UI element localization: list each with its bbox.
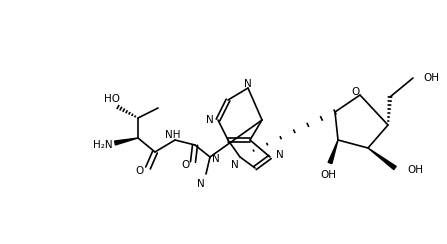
Text: N: N: [197, 179, 205, 189]
Polygon shape: [328, 140, 338, 164]
Text: HO: HO: [104, 94, 120, 104]
Text: NH: NH: [165, 130, 181, 140]
Text: OH: OH: [423, 73, 439, 83]
Text: O: O: [136, 166, 144, 176]
Text: N: N: [212, 154, 220, 164]
Text: N: N: [206, 115, 214, 125]
Text: H₂N: H₂N: [93, 140, 113, 150]
Polygon shape: [114, 138, 138, 145]
Text: O: O: [181, 160, 189, 170]
Text: N: N: [244, 79, 252, 89]
Text: OH: OH: [407, 165, 423, 175]
Text: OH: OH: [320, 170, 336, 180]
Text: O: O: [351, 87, 359, 97]
Polygon shape: [368, 148, 396, 170]
Text: N: N: [231, 160, 239, 170]
Text: N: N: [276, 150, 284, 160]
